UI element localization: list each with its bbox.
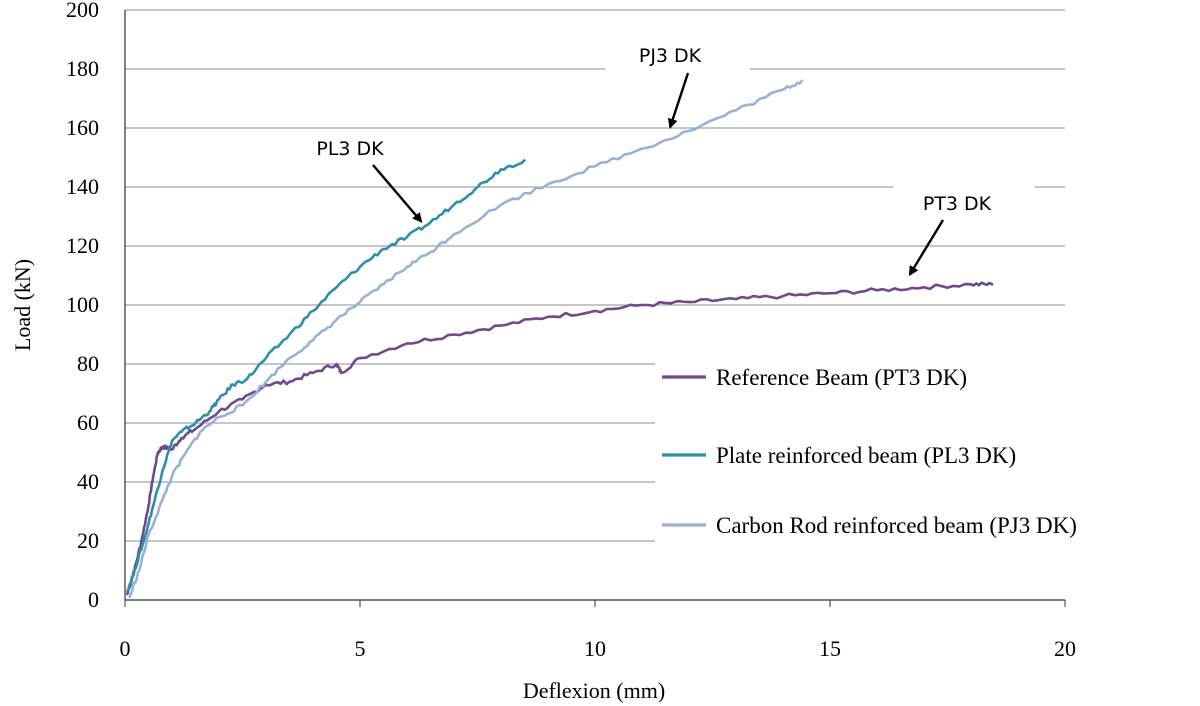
x-axis-label: Deflexion (mm)	[523, 678, 665, 703]
legend-label-3: Carbon Rod reinforced beam (PJ3 DK)	[716, 513, 1077, 538]
x-tick-label: 15	[819, 636, 841, 661]
gridlines	[125, 9, 1065, 542]
legend: Reference Beam (PT3 DK) Plate reinforced …	[655, 345, 1200, 555]
y-tick-label: 0	[88, 587, 99, 612]
annotation-label: PT3 DK	[923, 193, 992, 215]
annotation-arrow	[908, 219, 945, 277]
y-tick-label: 100	[66, 292, 99, 317]
legend-label-1: Reference Beam (PT3 DK)	[716, 365, 967, 390]
y-axis-label: Load (kN)	[10, 259, 35, 351]
y-tick-labels: 0 20 40 60 80 100 120 140 160 180 200	[66, 0, 99, 612]
y-tick-label: 120	[66, 233, 99, 258]
series-line-2	[126, 159, 526, 593]
annotation-arrow	[667, 72, 690, 129]
x-tick-label: 5	[355, 636, 366, 661]
annotation-label-bg	[605, 62, 750, 74]
y-tick-label: 200	[66, 0, 99, 22]
y-tick-label: 180	[66, 56, 99, 81]
annotation-label-bg	[893, 180, 1035, 192]
y-tick-label: 20	[77, 528, 99, 553]
x-tick-labels: 0 5 10 15 20	[120, 636, 1077, 661]
y-tick-label: 60	[77, 410, 99, 435]
legend-label-2: Plate reinforced beam (PL3 DK)	[716, 443, 1016, 468]
x-tick-label: 0	[120, 636, 131, 661]
series-line-3	[128, 79, 804, 599]
annotation-arrow	[372, 164, 423, 223]
series-lines	[126, 79, 994, 599]
annotations: PL3 DK PJ3 DK PT3 DK	[285, 45, 1035, 277]
y-tick-label: 80	[77, 351, 99, 376]
y-tick-label: 40	[77, 469, 99, 494]
axes	[124, 10, 1066, 607]
legend-background	[655, 345, 1200, 555]
y-tick-label: 140	[66, 174, 99, 199]
x-tick-label: 10	[584, 636, 606, 661]
annotation-label-bg	[285, 129, 425, 141]
y-tick-label: 160	[66, 115, 99, 140]
annotation-label: PJ3 DK	[639, 45, 702, 67]
annotation-label: PL3 DK	[316, 138, 384, 160]
x-tick-label: 20	[1054, 636, 1076, 661]
series-line-1	[126, 281, 994, 596]
